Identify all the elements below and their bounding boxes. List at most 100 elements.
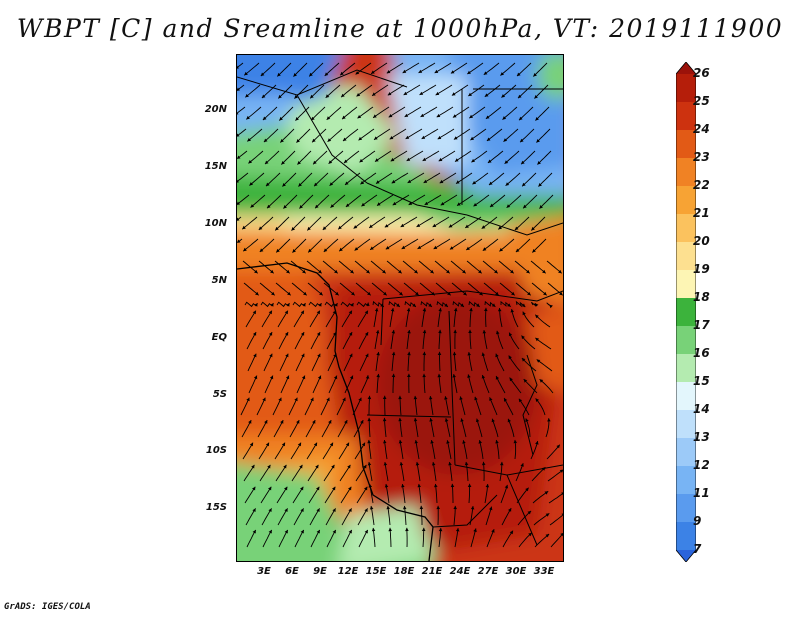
streamline-arrowhead (269, 353, 273, 358)
streamline-arrowhead (374, 308, 379, 312)
streamline (272, 397, 282, 416)
streamline (452, 300, 465, 308)
streamline-arrowhead (384, 484, 389, 488)
streamline-arrowhead (271, 291, 275, 296)
streamline (519, 128, 535, 143)
streamline (432, 461, 437, 482)
streamline (342, 128, 359, 142)
streamline-arrowhead (262, 397, 266, 402)
streamline (448, 216, 466, 228)
streamline-arrowhead (521, 303, 526, 307)
colorbar-label: 12 (693, 458, 710, 472)
streamline-arrowhead (467, 352, 471, 356)
streamline-arrowhead (525, 487, 529, 492)
streamline-arrowhead (532, 249, 536, 253)
streamline (472, 172, 489, 185)
streamline-arrowhead (469, 307, 473, 312)
streamline (516, 487, 529, 504)
streamline-arrowhead (307, 226, 311, 231)
colorbar-segment (676, 494, 696, 523)
streamline-arrowhead (284, 332, 289, 336)
streamline-arrowhead (283, 464, 287, 469)
streamline-arrowhead (367, 395, 372, 400)
streamline-arrowhead (545, 513, 550, 517)
streamline (345, 194, 362, 208)
streamline (355, 62, 372, 75)
colorbar-label: 22 (693, 178, 710, 192)
streamline-arrowhead (531, 226, 535, 231)
streamline-arrowhead (260, 72, 265, 76)
streamline-arrowhead (297, 442, 301, 447)
streamline-arrowhead (302, 303, 306, 307)
streamline-arrowhead (520, 463, 524, 467)
streamline-arrowhead (391, 179, 396, 184)
streamline (326, 529, 337, 548)
streamline (295, 353, 305, 372)
streamline (499, 307, 503, 328)
streamline-arrowhead (481, 461, 486, 466)
streamline-arrowhead (448, 224, 453, 228)
streamline-arrowhead (489, 397, 493, 401)
streamline-arrowhead (366, 302, 370, 306)
streamline-arrowhead (270, 269, 274, 274)
streamline-arrowhead (390, 308, 395, 312)
streamline-arrowhead (467, 374, 471, 378)
streamline-arrowhead (329, 442, 333, 447)
streamline (391, 351, 395, 372)
streamline-arrowhead (259, 248, 264, 252)
streamline-arrowhead (539, 205, 543, 209)
streamline (244, 486, 256, 504)
colorbar-segment (676, 466, 696, 495)
streamline (515, 238, 531, 253)
streamline-arrowhead (444, 396, 448, 400)
streamline (343, 353, 353, 372)
streamline-arrowhead (266, 182, 270, 187)
streamline-arrowhead (526, 269, 530, 274)
streamline-arrowhead (242, 225, 246, 230)
streamline-arrowhead (349, 353, 353, 358)
streamline (434, 483, 438, 504)
streamline (308, 62, 324, 77)
streamline (307, 464, 319, 482)
streamline-arrowhead (281, 161, 285, 165)
streamline-arrowhead (440, 202, 445, 206)
streamline-arrowhead (434, 69, 439, 73)
streamline (239, 150, 248, 158)
streamline-arrowhead (471, 158, 475, 163)
lat-label-15n: 15N (204, 161, 227, 172)
streamline-arrowhead (270, 303, 274, 307)
wbpt-streamline-map (236, 54, 564, 562)
streamline (241, 216, 258, 230)
streamline (320, 397, 330, 416)
streamline-arrowhead (403, 91, 408, 95)
streamline-arrowhead (268, 486, 272, 491)
streamline (399, 439, 404, 460)
colorbar-segment (676, 410, 696, 439)
streamline-arrowhead (438, 157, 443, 162)
streamline-arrowhead (390, 157, 395, 162)
streamline-arrowhead (344, 159, 348, 163)
streamline-arrowhead (354, 247, 359, 251)
streamline (293, 310, 305, 328)
streamline (454, 150, 472, 162)
streamline-arrowhead (415, 462, 420, 466)
streamline-arrowhead (534, 95, 538, 99)
streamline-arrowhead (501, 94, 506, 98)
streamline (536, 359, 553, 372)
streamline (538, 172, 553, 187)
streamline-arrowhead (468, 329, 472, 333)
streamline (547, 471, 562, 482)
streamline-arrowhead (363, 464, 367, 469)
streamline-arrowhead (521, 335, 525, 340)
streamline (309, 508, 320, 526)
streamline-arrows (237, 65, 563, 538)
streamline-arrowhead (478, 269, 482, 274)
streamline-arrowhead (297, 161, 301, 165)
streamline-arrowhead (510, 309, 514, 313)
streamline (374, 150, 392, 162)
lon-label-12e: 12E (337, 566, 359, 577)
streamline-arrowhead (542, 269, 546, 274)
streamline-arrowhead (287, 291, 291, 296)
streamline-arrowhead (248, 420, 252, 424)
streamline (243, 464, 255, 482)
